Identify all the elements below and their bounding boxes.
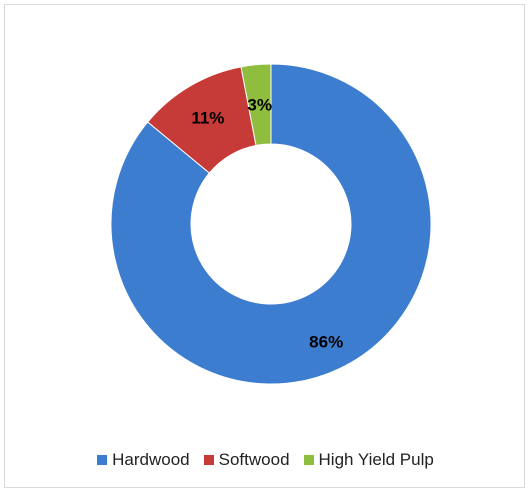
legend-label-high-yield-pulp: High Yield Pulp — [318, 450, 434, 469]
legend-label-hardwood: Hardwood — [112, 450, 190, 469]
legend-item-hardwood: Hardwood — [97, 450, 190, 470]
slice-hardwood — [110, 63, 432, 385]
legend-item-high-yield-pulp: High Yield Pulp — [303, 450, 434, 470]
legend-swatch-softwood — [203, 455, 214, 465]
legend-item-softwood: Softwood — [203, 450, 290, 470]
slice-label-softwood: 11% — [191, 108, 224, 127]
slice-label-hardwood: 86% — [309, 332, 343, 351]
slice-label-high-yield-pulp: 3% — [247, 96, 272, 115]
legend-swatch-high-yield-pulp — [303, 455, 314, 465]
legend-label-softwood: Softwood — [218, 450, 290, 469]
chart-legend: Hardwood Softwood High Yield Pulp — [0, 450, 531, 470]
legend-swatch-hardwood — [97, 455, 108, 465]
slice-high-yield-pulp — [240, 63, 272, 147]
